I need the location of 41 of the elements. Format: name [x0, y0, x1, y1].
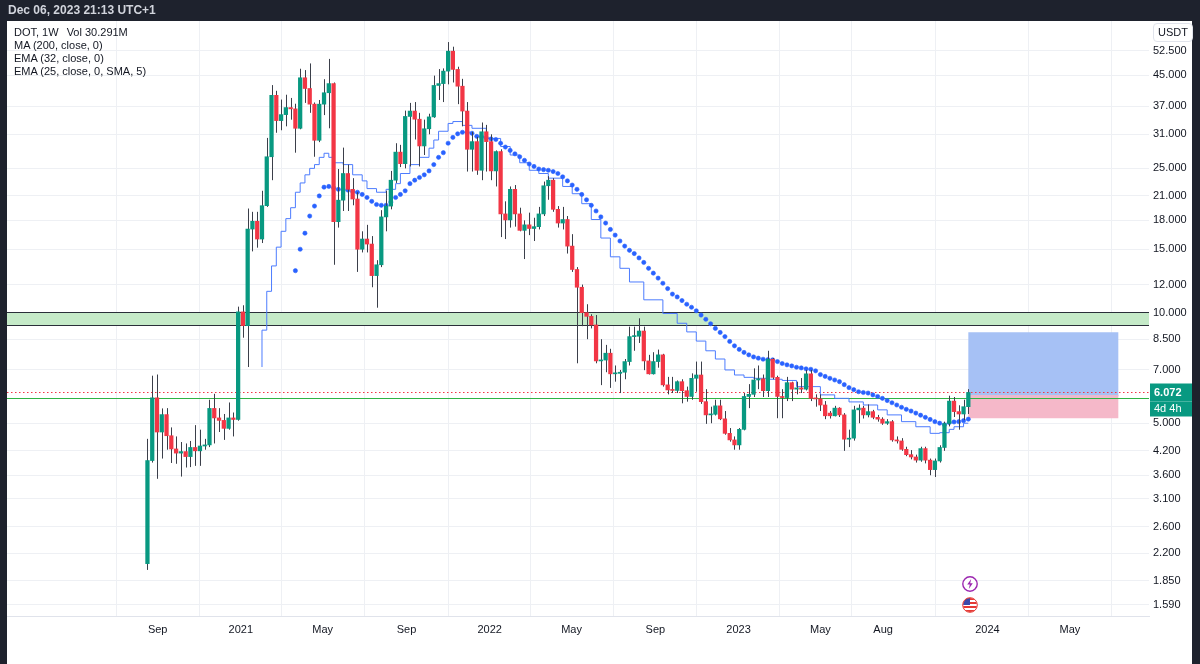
y-tick-label: 1.850: [1153, 573, 1181, 586]
x-tick-label: May: [1059, 622, 1081, 635]
y-tick-label: 25.000: [1153, 161, 1187, 174]
y-tick-label: 2.200: [1153, 546, 1181, 559]
y-tick-label: 7.000: [1153, 362, 1181, 375]
annotation: EMA (32, close, 0): [14, 52, 104, 65]
y-tick-label: 15.000: [1153, 242, 1187, 255]
x-tick-label: 2023: [726, 622, 751, 635]
text: 4d 4h: [1154, 401, 1182, 414]
y-tick-label: 2.600: [1153, 519, 1181, 532]
y-tick-label: 3.100: [1153, 491, 1181, 504]
annotation: Vol 30.291M: [66, 26, 128, 38]
x-tick-label: May: [312, 622, 334, 635]
ref-line-label: 6.072: [1154, 385, 1182, 398]
y-tick-label: 3.600: [1153, 468, 1181, 481]
x-tick-label: 2021: [228, 622, 254, 635]
y-tick-label: 45.000: [1153, 68, 1187, 81]
y-tick-label: 21.000: [1153, 189, 1187, 201]
x-tick-label: May: [561, 622, 583, 635]
y-tick-label: 31.000: [1153, 127, 1187, 140]
y-tick-label: 18.000: [1153, 213, 1187, 226]
x-tick-label: Aug: [873, 622, 893, 635]
y-tick-label: 10.000: [1153, 306, 1187, 319]
annotation: EMA (25, close, 0, SMA, 5): [14, 65, 147, 78]
x-tick-label: Sep: [645, 622, 666, 635]
annotation: MA (200, close, 0): [14, 39, 103, 52]
x-tick-label: 2022: [477, 622, 502, 635]
y-tick-label: 8.500: [1153, 332, 1181, 345]
y-tick-label: 12.000: [1153, 277, 1187, 290]
x-tick-label: 2024: [975, 622, 1000, 635]
x-tick-label: Sep: [147, 622, 168, 635]
y-axis-title: USDT: [1153, 23, 1193, 42]
y-tick-label: 52.500: [1153, 43, 1187, 56]
y-tick-label: 37.000: [1153, 99, 1187, 112]
y-tick-label: 5.000: [1153, 416, 1181, 429]
text: Dec 06, 2023 21:13 UTC+1: [8, 3, 156, 17]
y-tick-label: 4.200: [1153, 443, 1181, 456]
y-tick-label: 1.590: [1153, 597, 1181, 610]
x-tick-label: May: [809, 622, 832, 635]
chart-title: DOT, 1W: [14, 26, 59, 38]
x-tick-label: Sep: [396, 622, 417, 635]
